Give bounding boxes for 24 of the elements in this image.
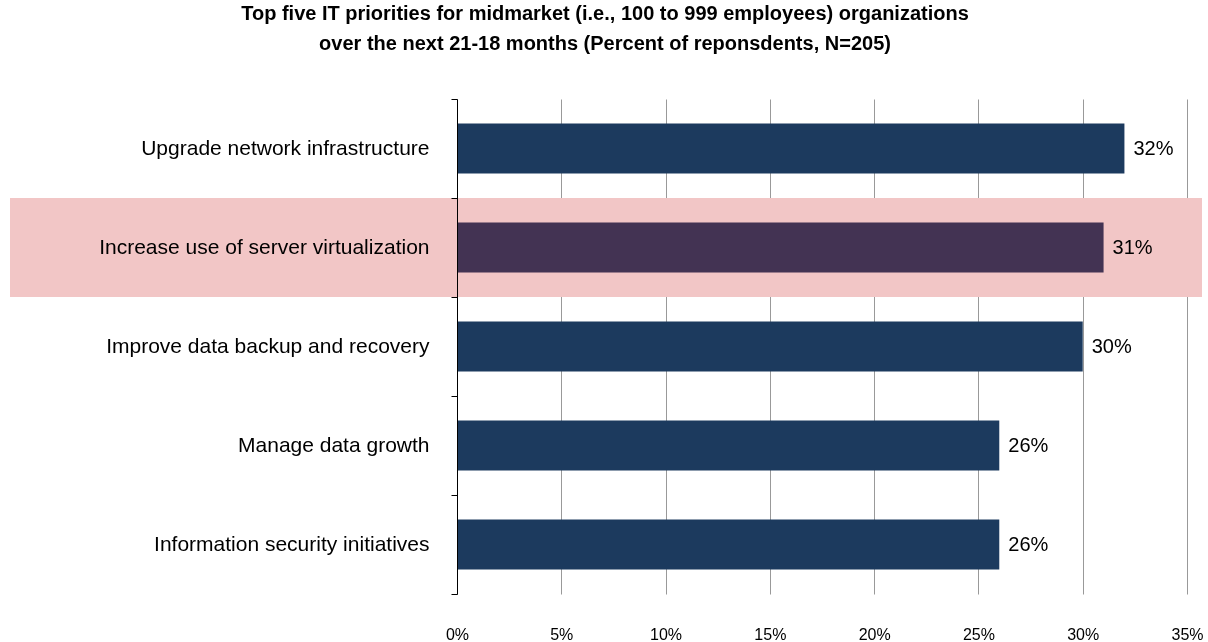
data-label: 26% — [1008, 433, 1049, 456]
chart-title: Top five IT priorities for midmarket (i.e., 100 to 999 employees) organizations over the next 21-18 months (Percent of reponsdents, N=205) — [241, 2, 969, 54]
bar — [457, 222, 1104, 273]
y-tick-label: Upgrade network infrastructure — [141, 136, 430, 159]
bar — [457, 123, 1125, 174]
x-tick-label: 15% — [754, 625, 787, 642]
y-tick-label: Improve data backup and recovery — [106, 334, 430, 357]
x-tick-label: 25% — [962, 625, 995, 642]
y-tick-label: Manage data growth — [238, 433, 430, 456]
data-label: 32% — [1133, 136, 1174, 159]
data-label: 30% — [1091, 334, 1132, 357]
x-tick-label: 35% — [1171, 625, 1204, 642]
bar — [457, 420, 1000, 471]
x-tick-label: 0% — [445, 625, 470, 642]
bar — [457, 519, 1000, 570]
data-label: 31% — [1112, 235, 1153, 258]
x-tick-label: 20% — [858, 625, 891, 642]
x-tick-label: 30% — [1067, 625, 1100, 642]
y-tick-label: Information security initiatives — [154, 532, 430, 555]
x-tick-label: 5% — [550, 625, 574, 642]
bar — [457, 321, 1083, 372]
x-tick-label: 10% — [650, 625, 683, 642]
y-tick-label: Increase use of server virtualization — [99, 235, 430, 258]
data-label: 26% — [1008, 532, 1049, 555]
